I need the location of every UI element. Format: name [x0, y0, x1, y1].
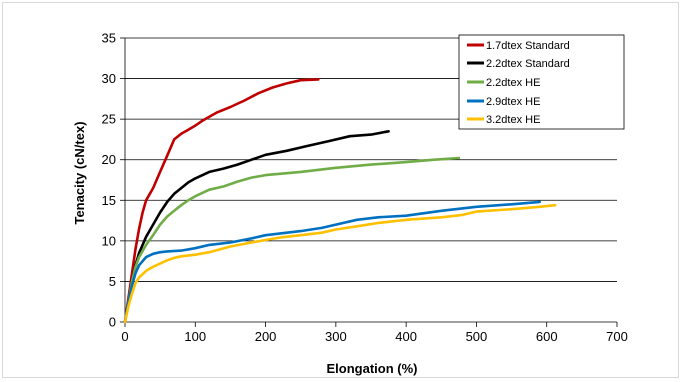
axes	[120, 37, 618, 327]
y-axis-tick-labels: 0 5 10 15 20 25 30 35	[102, 31, 116, 330]
legend-label-0: 1.7dtex Standard	[486, 40, 570, 52]
legend-label-4: 3.2dtex HE	[486, 114, 540, 126]
y-tick-label: 15	[102, 193, 116, 208]
series-line-1	[123, 130, 390, 324]
legend-label-1: 2.2dtex Standard	[486, 58, 570, 70]
series-line-0	[123, 78, 320, 324]
y-tick-label: 20	[102, 152, 116, 167]
x-tick-label: 600	[536, 329, 558, 344]
y-tick-label: 10	[102, 233, 116, 248]
x-tick-label: 0	[121, 329, 128, 344]
series-line-4	[123, 203, 557, 324]
x-axis-tick-labels: 0 100 200 300 400 500 600 700	[121, 329, 627, 344]
x-tick-label: 700	[606, 329, 628, 344]
series-lines	[123, 78, 557, 324]
y-tick-label: 0	[109, 315, 116, 330]
x-tick-label: 100	[184, 329, 206, 344]
legend-label-3: 2.9dtex HE	[486, 96, 540, 108]
y-tick-label: 25	[102, 112, 116, 127]
series-line-3	[123, 200, 542, 324]
y-axis-label: Tenacity (cN/tex)	[72, 121, 87, 224]
x-tick-label: 200	[255, 329, 277, 344]
series-line-2	[123, 156, 461, 324]
legend-label-2: 2.2dtex HE	[486, 77, 540, 89]
y-tick-label: 5	[109, 274, 116, 289]
legend-box	[458, 34, 625, 130]
y-tick-label: 35	[102, 31, 116, 46]
x-axis-label: Elongation (%)	[327, 361, 418, 376]
y-tick-label: 30	[102, 71, 116, 86]
legend: 1.7dtex Standard 2.2dtex Standard 2.2dte…	[458, 34, 625, 130]
x-tick-label: 400	[395, 329, 417, 344]
x-tick-label: 500	[466, 329, 488, 344]
x-tick-label: 300	[325, 329, 347, 344]
